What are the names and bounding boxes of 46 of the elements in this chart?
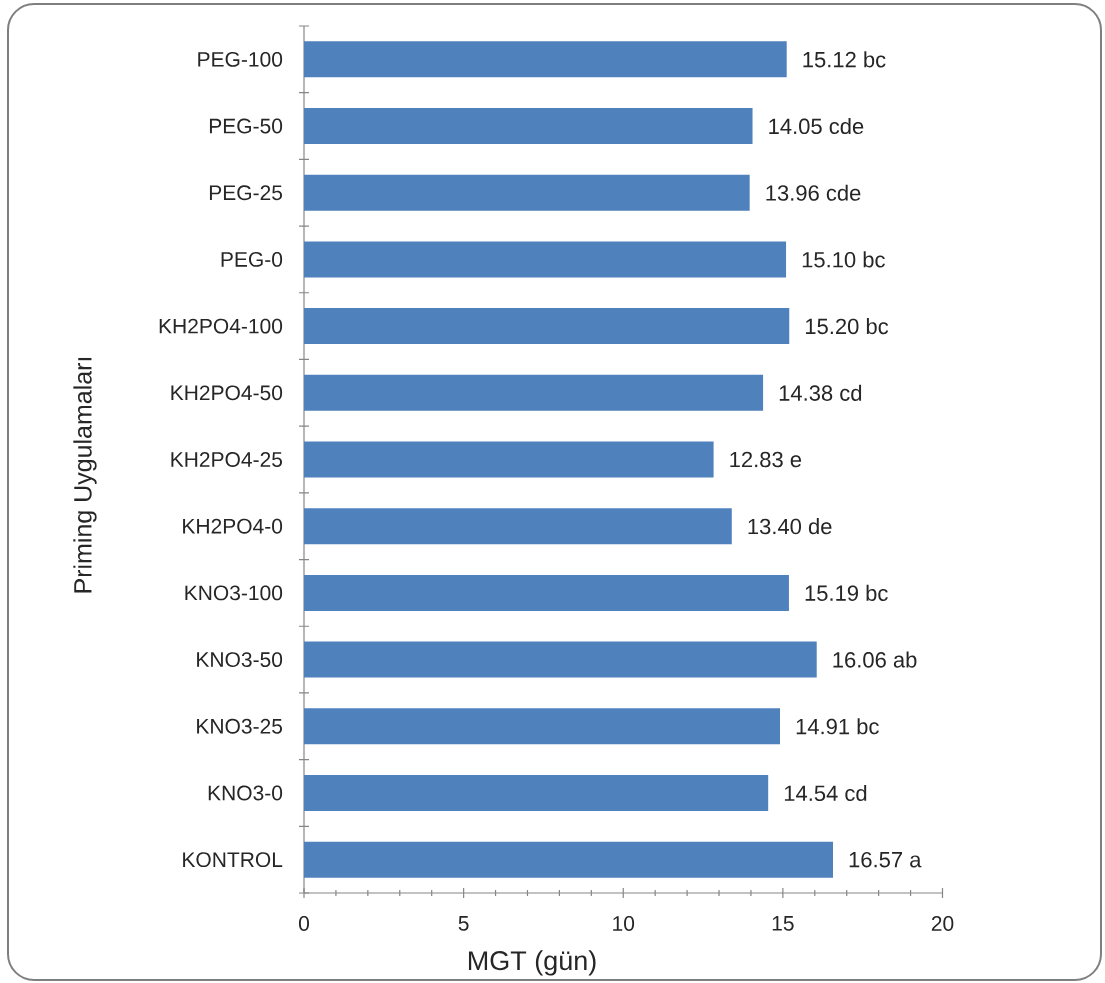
bar [304,508,732,545]
bar [304,708,780,745]
data-label: 15.20 bc [805,318,889,335]
y-tick-label: PEG-25 [209,185,283,201]
bar [304,174,750,211]
y-tick-label: KNO3-25 [197,718,283,734]
y-tick-label: PEG-50 [209,118,283,134]
y-tick-label: PEG-100 [198,51,283,67]
y-tick-label: KNO3-50 [197,652,283,668]
bar [304,241,787,278]
bar [304,308,790,345]
bar [304,374,764,411]
y-tick-label: KONTROL [183,852,283,868]
data-label: 14.54 cd [784,784,867,802]
y-tick-label: KH2PO4-25 [171,452,283,467]
data-label: 15.19 bc [805,584,888,601]
x-tick-label: 10 [613,916,635,931]
data-label: 15.10 bc [802,251,885,268]
data-label: 14.05 cde [769,117,864,135]
data-label: 16.06 ab [833,651,917,668]
x-axis-title: MGT (gün) [468,950,596,976]
data-label: 13.96 cde [766,184,861,201]
bar [304,574,789,611]
y-tick-label: KNO3-100 [185,585,283,601]
y-axis-title: Priming Uygulamaları [73,357,97,593]
data-label: 15.12 bc [803,51,886,68]
y-tick-label: KH2PO4-0 [183,518,283,534]
x-tick-label: 0 [298,916,310,931]
y-tick-label: KH2PO4-50 [171,385,283,401]
x-tick-label: 20 [931,916,954,931]
bar [304,441,714,478]
data-label: 13.40 de [748,518,832,535]
bar [304,774,769,811]
y-tick-label: PEG-0 [221,252,283,267]
data-label: 14.91 bc [796,718,879,735]
bar [304,108,753,145]
bar [304,41,787,78]
bar [304,641,817,678]
bar [304,841,833,878]
x-tick-label: 5 [458,916,469,931]
x-tick-label: 15 [772,916,794,931]
data-label: 14.38 cd [779,384,862,401]
y-tick-label: KH2PO4-100 [159,318,283,334]
y-tick-label: KNO3-0 [208,785,283,801]
data-label: 16.57 a [849,851,922,868]
data-label: 12.83 e [730,451,802,468]
